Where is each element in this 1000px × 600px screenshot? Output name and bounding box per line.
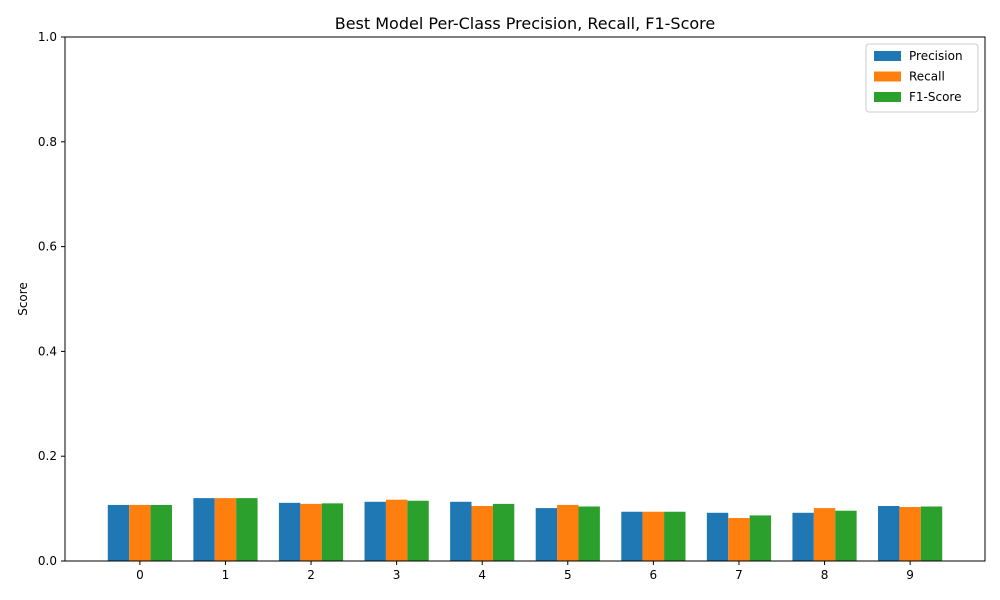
bar-f1-score-class-8 — [835, 510, 857, 561]
bar-f1-score-class-1 — [236, 498, 258, 561]
bar-precision-class-6 — [621, 511, 643, 561]
bar-precision-class-1 — [193, 498, 215, 561]
bar-precision-class-2 — [278, 502, 301, 561]
bar-recall-class-1 — [214, 498, 237, 561]
x-tick-label: 7 — [735, 568, 743, 582]
bar-recall-class-9 — [899, 507, 921, 561]
y-tick-label: 1.0 — [38, 30, 57, 44]
bar-precision-class-0 — [107, 504, 130, 561]
bar-recall-class-5 — [557, 504, 579, 561]
x-axis-ticks: 0 1 2 3 4 5 6 7 8 9 — [136, 561, 914, 582]
bar-precision-class-5 — [535, 508, 558, 561]
x-tick-label: 2 — [307, 568, 315, 582]
bar-recall-class-0 — [129, 504, 151, 561]
chart-title: Best Model Per-Class Precision, Recall, … — [335, 14, 716, 33]
bar-f1-score-class-9 — [920, 506, 943, 561]
x-tick-label: 0 — [136, 568, 144, 582]
bar-f1-score-class-0 — [150, 504, 172, 561]
y-axis-label: Score — [16, 282, 30, 316]
x-tick-label: 9 — [906, 568, 914, 582]
y-axis-ticks: 0.0 0.2 0.4 0.6 0.8 1.0 — [38, 30, 65, 568]
bar-precision-class-9 — [878, 505, 900, 561]
legend-swatch-recall — [874, 71, 901, 82]
legend-swatch-precision — [874, 51, 901, 61]
bar-recall-class-2 — [300, 503, 322, 561]
bar-recall-class-7 — [728, 518, 750, 561]
bar-precision-class-3 — [364, 501, 386, 561]
x-tick-label: 5 — [564, 568, 572, 582]
bar-precision-class-8 — [792, 512, 814, 561]
y-tick-label: 0.0 — [38, 554, 57, 568]
legend-label-f1-score: F1-Score — [909, 90, 961, 104]
bars-group — [107, 498, 943, 561]
bar-precision-class-7 — [706, 512, 729, 561]
plot-frame — [64, 36, 986, 562]
x-tick-label: 6 — [650, 568, 658, 582]
bar-recall-class-4 — [471, 505, 493, 561]
legend-label-precision: Precision — [909, 49, 963, 63]
legend-swatch-f1-score — [874, 92, 901, 102]
bar-f1-score-class-5 — [578, 506, 600, 561]
bar-recall-class-8 — [813, 508, 836, 561]
x-tick-label: 3 — [393, 568, 401, 582]
y-tick-label: 0.4 — [38, 344, 57, 358]
bar-recall-class-3 — [385, 499, 408, 561]
x-tick-label: 8 — [821, 568, 829, 582]
bar-f1-score-class-6 — [664, 511, 686, 561]
bar-precision-class-4 — [450, 501, 472, 561]
y-tick-label: 0.6 — [38, 240, 57, 254]
x-tick-label: 4 — [478, 568, 486, 582]
bar-f1-score-class-3 — [407, 500, 429, 561]
bar-f1-score-class-2 — [321, 503, 344, 561]
bar-f1-score-class-4 — [492, 503, 515, 561]
x-tick-label: 1 — [222, 568, 230, 582]
y-tick-label: 0.8 — [38, 135, 57, 149]
y-tick-label: 0.2 — [38, 449, 57, 463]
bar-f1-score-class-7 — [749, 515, 772, 561]
legend: Precision Recall F1-Score — [865, 43, 979, 113]
bar-recall-class-6 — [642, 511, 665, 561]
legend-label-recall: Recall — [909, 70, 945, 84]
